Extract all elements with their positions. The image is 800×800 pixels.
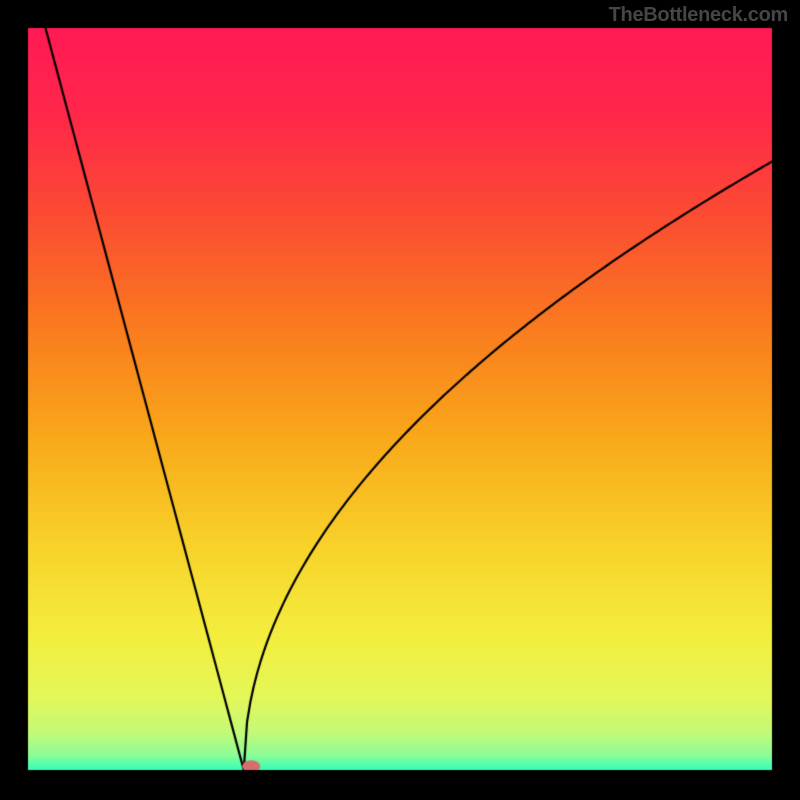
watermark-label: TheBottleneck.com bbox=[609, 4, 788, 27]
bottleneck-chart-canvas bbox=[0, 0, 800, 800]
chart-container: TheBottleneck.com bbox=[0, 0, 800, 800]
